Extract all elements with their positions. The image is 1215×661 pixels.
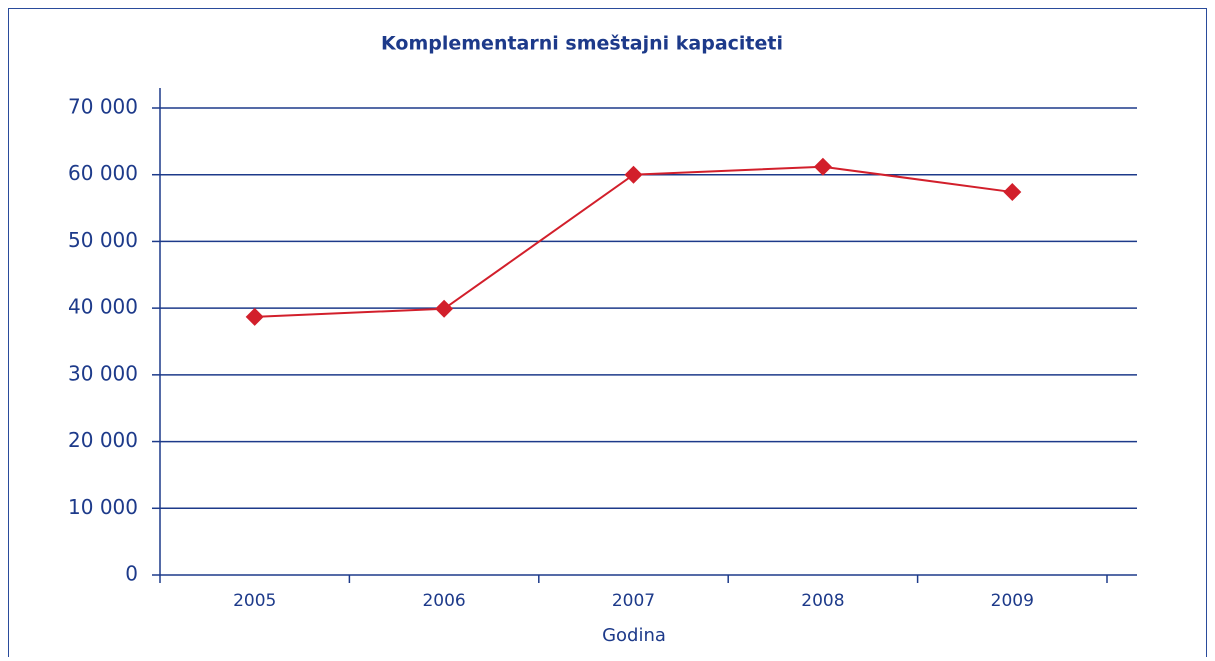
y-tick-label: 50 000 <box>68 228 138 252</box>
x-tick-label: 2008 <box>801 591 844 611</box>
marker <box>624 165 643 184</box>
x-tick-label: 2005 <box>233 591 276 611</box>
y-tick-label: 60 000 <box>68 161 138 185</box>
chart-title: Komplementarni smeštajni kapaciteti <box>381 33 783 55</box>
y-tick-label: 30 000 <box>68 361 138 385</box>
frame <box>8 8 1207 657</box>
marker <box>1003 183 1022 202</box>
y-tick-label: 10 000 <box>68 495 138 519</box>
marker <box>813 157 832 176</box>
y-tick-label: 0 <box>125 562 138 586</box>
x-tick-label: 2009 <box>991 591 1034 611</box>
y-tick-label: 20 000 <box>68 428 138 452</box>
x-tick-label: 2007 <box>612 591 655 611</box>
marker <box>435 299 454 318</box>
marker <box>245 307 264 326</box>
x-axis-label: Godina <box>602 625 666 646</box>
y-tick-label: 40 000 <box>68 295 138 319</box>
x-tick-label: 2006 <box>422 591 465 611</box>
y-tick-label: 70 000 <box>68 95 138 119</box>
